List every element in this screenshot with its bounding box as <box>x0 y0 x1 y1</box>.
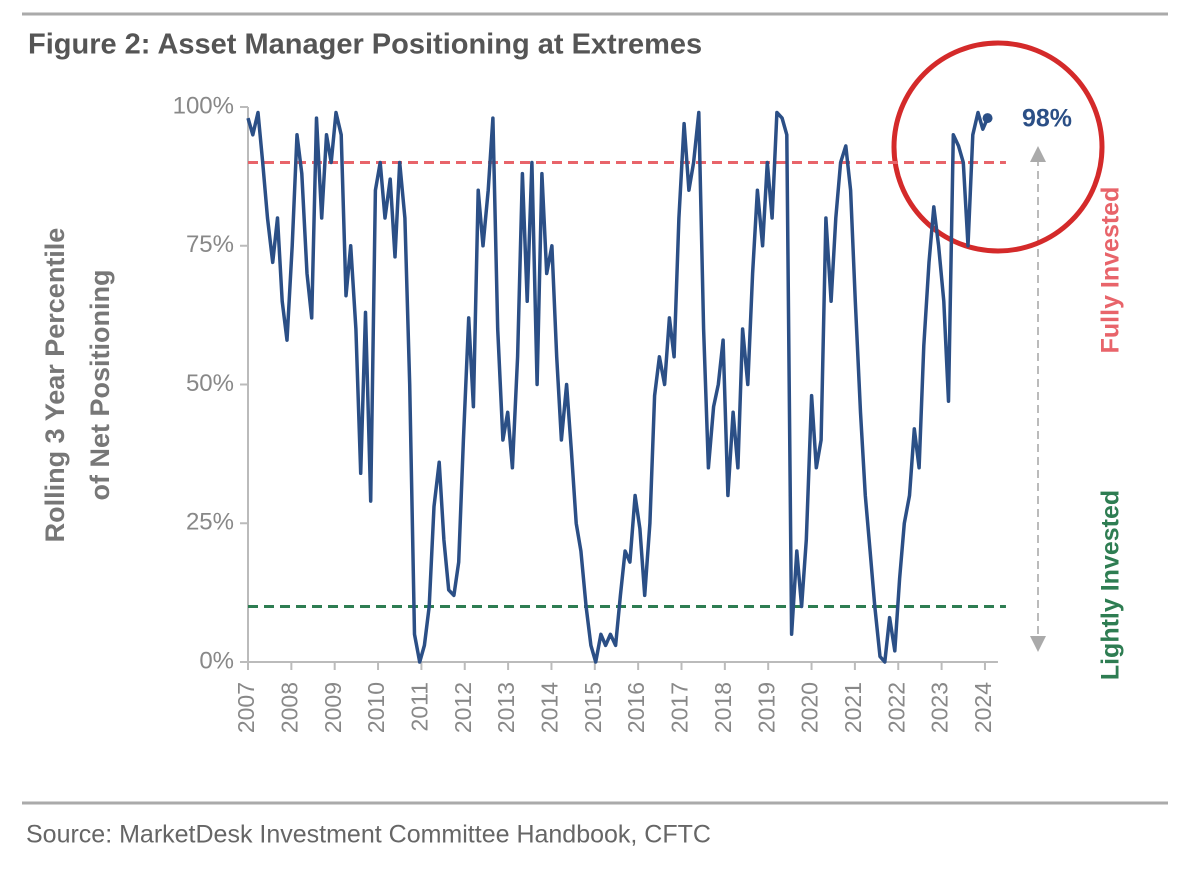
y-axis-label: of Net Positioning <box>85 270 115 501</box>
chart-title: Figure 2: Asset Manager Positioning at E… <box>28 29 702 61</box>
x-tick-label: 2023 <box>927 682 953 733</box>
source-note: Source: MarketDesk Investment Committee … <box>26 821 711 849</box>
y-axis-label: Rolling 3 Year Percentile <box>40 228 70 543</box>
x-tick-label: 2007 <box>233 682 259 733</box>
x-tick-label: 2009 <box>320 682 346 733</box>
x-tick-label: 2008 <box>276 682 302 733</box>
x-tick-label: 2015 <box>580 682 606 733</box>
x-tick-label: 2014 <box>537 682 563 733</box>
x-tick-label: 2021 <box>840 682 866 733</box>
y-tick-label: 25% <box>186 509 234 536</box>
y-tick-label: 50% <box>186 370 234 397</box>
reference-label: Fully Invested <box>1097 187 1125 354</box>
highlight-circle <box>891 40 1105 254</box>
x-tick-label: 2016 <box>623 682 649 733</box>
x-tick-label: 2010 <box>363 682 389 733</box>
reference-label: Lightly Invested <box>1097 490 1125 680</box>
last-point <box>982 113 993 124</box>
y-tick-label: 100% <box>173 92 234 119</box>
data-line <box>246 110 990 664</box>
x-tick-label: 2022 <box>883 682 909 733</box>
y-tick-label: 75% <box>186 231 234 258</box>
x-tick-label: 2024 <box>970 682 996 733</box>
x-tick-label: 2013 <box>493 682 519 733</box>
x-tick-label: 2018 <box>710 682 736 733</box>
x-tick-label: 2019 <box>753 682 779 733</box>
x-tick-label: 2017 <box>667 682 693 733</box>
x-tick-label: 2011 <box>406 682 432 731</box>
y-tick-label: 0% <box>199 647 234 674</box>
annotation: 98% <box>1022 105 1072 133</box>
x-tick-label: 2020 <box>797 682 823 733</box>
x-tick-label: 2012 <box>450 682 476 733</box>
